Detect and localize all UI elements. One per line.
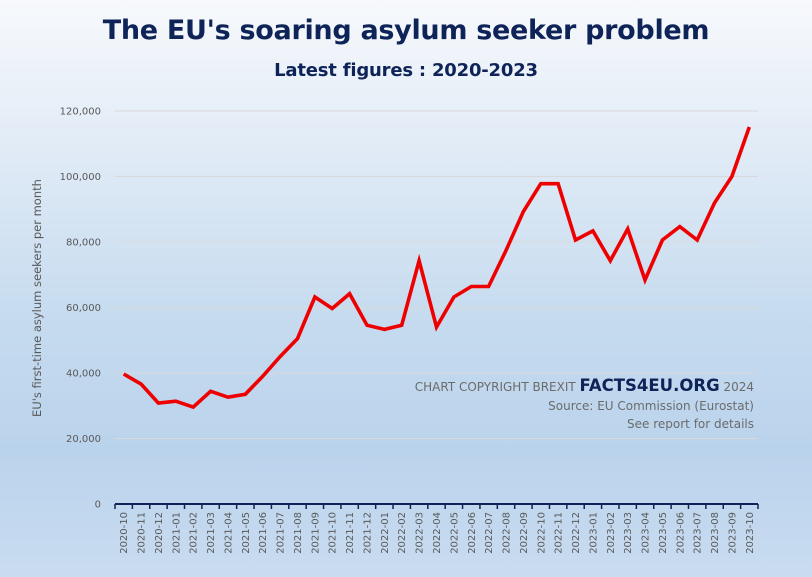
x-tick-label: 2022-09	[519, 512, 530, 554]
x-tick-label: 2023-07	[693, 512, 704, 554]
x-tick-label: 2023-05	[658, 512, 669, 554]
y-tick-label: 100,000	[60, 172, 101, 183]
x-tick-label: 2020-12	[154, 512, 165, 554]
x-tick-label: 2021-08	[293, 512, 304, 554]
x-tick-label: 2021-12	[362, 512, 373, 554]
x-axis-ticks: 2020-10 2020-11 2020-12 2021-01 2021-02 2021-…	[119, 512, 756, 554]
x-tick-label: 2023-02	[606, 512, 617, 554]
y-tick-label: 80,000	[66, 238, 101, 249]
x-tick-label: 2022-08	[502, 512, 513, 554]
x-tick-label: 2022-10	[536, 512, 547, 554]
y-tick-label: 20,000	[66, 434, 101, 445]
x-tick-label: 2022-11	[554, 512, 565, 554]
y-axis-label: EU's first-time asylum seekers per month	[30, 179, 44, 417]
x-tick-label: 2021-10	[328, 512, 339, 554]
x-tick-label: 2021-04	[223, 512, 234, 554]
x-tick-label: 2022-04	[432, 512, 443, 554]
x-tick-label: 2023-06	[675, 512, 686, 554]
y-tick-label: 60,000	[66, 303, 101, 314]
x-tick-label: 2022-06	[467, 512, 478, 554]
gridlines	[115, 110, 758, 439]
x-tick-label: 2022-07	[484, 512, 495, 554]
data-series	[122, 126, 751, 410]
x-tick-label: 2022-05	[449, 512, 460, 554]
y-tick-label: 120,000	[60, 107, 101, 118]
source-note: Source: EU Commission (Eurostat)	[548, 399, 754, 413]
x-tick-label: 2023-08	[710, 512, 721, 554]
series-line	[122, 126, 751, 410]
copyright-note: CHART COPYRIGHT BREXIT FACTS4EU.ORG 2024	[415, 376, 754, 395]
y-tick-label: 40,000	[66, 369, 101, 380]
x-tick-label: 2021-05	[241, 512, 252, 554]
x-tick-label: 2023-10	[745, 512, 756, 554]
x-tick-label: 2023-01	[588, 512, 599, 554]
x-tick-label: 2022-12	[571, 512, 582, 554]
x-tick-label: 2023-09	[727, 512, 738, 554]
y-axis-ticks: 0 20,000 40,000 60,000 80,000 100,000 120,000	[60, 107, 101, 511]
copyright-prefix: CHART COPYRIGHT BREXIT	[414, 380, 576, 394]
x-tick-label: 2021-06	[258, 512, 269, 554]
chart-title: The EU's soaring asylum seeker problem	[102, 15, 710, 46]
x-tick-label: 2021-11	[345, 512, 356, 554]
details-note: See report for details	[627, 417, 754, 431]
x-axis	[114, 503, 759, 509]
x-tick-label: 2023-03	[623, 512, 634, 554]
copyright-year: 2024	[723, 380, 754, 394]
x-tick-label: 2021-01	[171, 512, 182, 554]
x-tick-label: 2023-04	[641, 512, 652, 554]
y-tick-label: 0	[95, 500, 101, 511]
x-tick-label: 2021-02	[189, 512, 200, 554]
x-tick-label: 2022-01	[380, 512, 391, 554]
brand-name: FACTS4EU.ORG	[579, 376, 720, 395]
x-tick-label: 2021-09	[310, 512, 321, 554]
x-tick-label: 2020-10	[119, 512, 130, 554]
x-tick-label: 2020-11	[137, 512, 148, 554]
chart-subtitle: Latest figures : 2020-2023	[274, 60, 538, 81]
x-tick-label: 2021-07	[276, 512, 287, 554]
x-tick-label: 2021-03	[206, 512, 217, 554]
x-tick-label: 2022-03	[415, 512, 426, 554]
x-tick-label: 2022-02	[397, 512, 408, 554]
